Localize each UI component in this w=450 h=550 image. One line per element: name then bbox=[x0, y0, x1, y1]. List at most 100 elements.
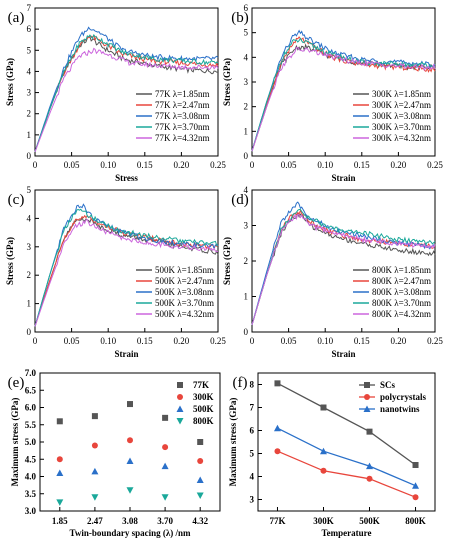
chart-b-legend-label: 300K λ=4.32nm bbox=[372, 133, 431, 143]
chart-f-point bbox=[412, 482, 420, 489]
chart-f-point bbox=[319, 447, 327, 455]
chart-d-series-line bbox=[251, 213, 436, 326]
chart-c-xtick-label: 0 bbox=[33, 336, 38, 346]
chart-f-point bbox=[274, 380, 281, 387]
chart-b-xtick-label: 0.15 bbox=[354, 160, 370, 170]
chart-f-point bbox=[366, 462, 374, 470]
chart-f-ytick-label: 3 bbox=[250, 495, 255, 505]
chart-c-ylabel: Stress (GPa) bbox=[5, 237, 15, 285]
chart-f-ytick-label: 7 bbox=[250, 403, 255, 413]
chart-f-legend-marker bbox=[364, 382, 370, 388]
chart-a-ylabel: Stress (GPa) bbox=[5, 58, 15, 106]
chart-d-xtick-label: 0.10 bbox=[317, 336, 333, 346]
chart-f-legend-label: nanotwins bbox=[380, 404, 420, 414]
chart-a-legend-label: 77K λ=4.32nm bbox=[155, 133, 209, 143]
chart-e-point bbox=[56, 418, 63, 425]
chart-f-ytick-label: 8 bbox=[250, 380, 255, 390]
chart-c-panel-label: (c) bbox=[8, 192, 25, 208]
chart-e-point bbox=[197, 457, 204, 464]
chart-d-xtick-label: 0.05 bbox=[281, 336, 297, 346]
chart-e-point bbox=[161, 494, 169, 501]
chart-b-xlabel: Strain bbox=[331, 173, 355, 183]
chart-c-series-line bbox=[34, 217, 219, 327]
chart-d-xlabel: Strain bbox=[331, 349, 355, 359]
chart-a-series-line bbox=[34, 34, 219, 152]
chart-a-frame bbox=[34, 7, 219, 157]
chart-c-ytick-label: 1 bbox=[27, 299, 32, 309]
chart-e-point bbox=[91, 494, 99, 501]
chart-f-xtick-label: 300K bbox=[313, 516, 334, 526]
chart-d-ytick-label: 2 bbox=[244, 256, 249, 266]
chart-d-xtick-label: 0.15 bbox=[354, 336, 370, 346]
chart-e-ytick-label: 6.0 bbox=[25, 403, 37, 413]
chart-e-legend-marker bbox=[177, 394, 183, 400]
chart-d-legend-label: 800K λ=4.32nm bbox=[372, 309, 431, 319]
chart-f-point bbox=[273, 424, 281, 432]
chart-a-ytick-label: 5 bbox=[27, 45, 32, 55]
chart-b-ytick-label: 3 bbox=[244, 77, 249, 87]
chart-c-ytick-label: 0 bbox=[27, 327, 32, 337]
chart-e-point bbox=[196, 492, 204, 499]
chart-a-legend-label: 77K λ=1.85nm bbox=[155, 89, 209, 99]
chart-b-ytick-label: 5 bbox=[244, 28, 249, 38]
chart-b-ytick-label: 4 bbox=[244, 52, 249, 62]
chart-f-point bbox=[320, 404, 327, 411]
chart-d-panel-label: (d) bbox=[231, 192, 249, 208]
chart-f-ytick-label: 6 bbox=[250, 426, 255, 436]
chart-a-xtick-label: 0.20 bbox=[174, 160, 190, 170]
chart-a-xtick-label: 0.25 bbox=[210, 160, 226, 170]
chart-f-panel-label: (f) bbox=[233, 375, 248, 391]
chart-e-ytick-label: 5.0 bbox=[25, 437, 37, 447]
chart-e-point bbox=[91, 413, 98, 420]
chart-f-xtick-label: 77K bbox=[269, 516, 285, 526]
chart-a-series-line bbox=[34, 47, 219, 152]
chart-b-xtick-label: 0.20 bbox=[391, 160, 407, 170]
chart-a-xtick-label: 0.15 bbox=[137, 160, 153, 170]
chart-e-point bbox=[161, 462, 169, 470]
chart-a-xtick-label: 0.05 bbox=[64, 160, 80, 170]
chart-e-ylabel: Maximum stress (GPa) bbox=[10, 398, 20, 487]
chart-c-legend-label: 500K λ=3.08nm bbox=[155, 287, 214, 297]
chart-d-ytick-label: 3 bbox=[244, 221, 249, 231]
chart-e-ytick-label: 7.0 bbox=[25, 368, 37, 378]
chart-f-point bbox=[274, 448, 281, 455]
chart-f-series-line bbox=[277, 450, 416, 498]
chart-f-series-line bbox=[277, 427, 416, 487]
chart-c-legend-label: 500K λ=3.70nm bbox=[155, 298, 214, 308]
chart-e-point bbox=[127, 401, 133, 408]
chart-d-legend-label: 800K λ=2.47nm bbox=[372, 276, 431, 286]
chart-b-xtick-label: 0.05 bbox=[281, 160, 297, 170]
chart-f-point bbox=[366, 428, 373, 435]
chart-e-point bbox=[162, 444, 169, 451]
chart-a-xtick-label: 0.10 bbox=[100, 160, 116, 170]
chart-d-xtick-label: 0 bbox=[250, 336, 255, 346]
chart-e-xtick-label: 4.32 bbox=[192, 516, 208, 526]
chart-e-point bbox=[91, 467, 99, 475]
chart-a-legend-label: 77K λ=3.70nm bbox=[155, 122, 209, 132]
chart-c-ytick-label: 2 bbox=[27, 270, 32, 280]
chart-e-point bbox=[127, 437, 133, 444]
chart-d-legend-label: 800K λ=3.70nm bbox=[372, 298, 431, 308]
chart-c-xlabel: Strain bbox=[114, 349, 138, 359]
chart-b-ytick-label: 2 bbox=[244, 102, 249, 112]
chart-e-ytick-label: 6.5 bbox=[25, 385, 37, 395]
chart-b-xtick-label: 0.25 bbox=[427, 160, 443, 170]
chart-f-xtick-label: 500K bbox=[359, 516, 380, 526]
chart-b-xtick-label: 0.10 bbox=[317, 160, 333, 170]
chart-d-ytick-label: 0 bbox=[244, 327, 249, 337]
chart-a-legend-label: 77K λ=3.08nm bbox=[155, 111, 209, 121]
chart-c-legend-label: 500K λ=1.85nm bbox=[155, 265, 214, 275]
chart-c-xtick-label: 0.10 bbox=[100, 336, 116, 346]
chart-e-ytick-label: 3.0 bbox=[25, 506, 37, 516]
chart-b-ylabel: Stress (GPa) bbox=[222, 58, 232, 106]
chart-f-legend-label: SCs bbox=[380, 380, 396, 390]
chart-c-xtick-label: 0.05 bbox=[64, 336, 80, 346]
chart-c-legend-label: 500K λ=2.47nm bbox=[155, 276, 214, 286]
chart-f-xlabel: Temperature bbox=[322, 528, 372, 538]
chart-b-legend-label: 300K λ=3.08nm bbox=[372, 111, 431, 121]
chart-f-ytick-label: 4 bbox=[250, 472, 255, 482]
chart-e-point bbox=[196, 476, 204, 483]
chart-b-series-line bbox=[251, 29, 436, 152]
chart-d-series-line bbox=[251, 212, 436, 326]
